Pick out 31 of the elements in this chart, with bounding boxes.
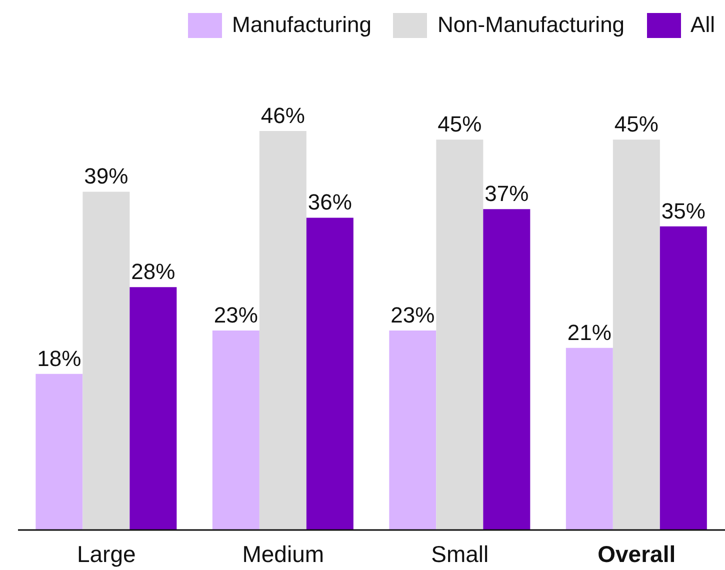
x-tick-label: Medium — [242, 541, 324, 567]
bar — [566, 348, 613, 530]
bar — [36, 374, 83, 530]
bar — [660, 226, 707, 530]
bar — [130, 287, 177, 530]
bar — [389, 330, 436, 530]
data-label: 28% — [131, 259, 176, 284]
data-label: 46% — [260, 103, 305, 128]
bar — [212, 330, 260, 530]
data-label: 35% — [661, 198, 706, 224]
data-label: 18% — [37, 346, 82, 371]
bar — [612, 140, 660, 530]
x-tick-label: Large — [76, 541, 136, 567]
bar — [259, 131, 306, 530]
data-label: 23% — [390, 302, 435, 328]
legend-label: Non-Manufacturing — [436, 12, 625, 38]
bar — [82, 192, 130, 530]
data-label: 36% — [308, 190, 352, 215]
data-label: 45% — [614, 112, 658, 137]
data-label: 21% — [567, 320, 612, 345]
x-tick-label: Small — [431, 541, 489, 567]
legend-label: All — [690, 12, 715, 38]
bar — [483, 209, 530, 530]
legend-label: Manufacturing — [231, 12, 372, 38]
data-label: 37% — [484, 181, 529, 206]
data-label: 45% — [438, 112, 482, 137]
bar — [306, 218, 354, 530]
x-tick-label: Overall — [598, 541, 676, 567]
bar — [436, 140, 484, 530]
data-label: 39% — [84, 164, 128, 189]
data-label: 23% — [214, 302, 258, 328]
